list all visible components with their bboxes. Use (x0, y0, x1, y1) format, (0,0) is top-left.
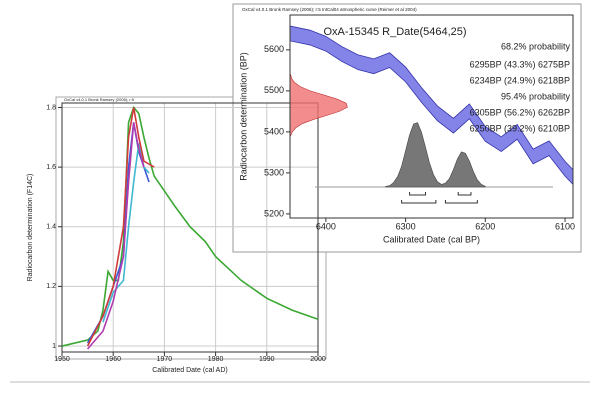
date-distribution (289, 74, 348, 137)
series-line (86, 107, 155, 347)
annotation: 95.4% probability (501, 91, 571, 101)
y-tick-label: 1.4 (46, 224, 56, 231)
series-line (86, 122, 145, 350)
x-tick-label: 6400 (316, 221, 336, 231)
x-tick-label: 6300 (396, 221, 416, 231)
y-tick-label: 5200 (264, 208, 284, 218)
x-axis-label: Calibrated Date (cal AD) (152, 367, 227, 374)
annotation: 6295BP (43.3%) 6275BP (470, 59, 570, 69)
series-line (61, 105, 319, 347)
x-tick-label: 6200 (475, 221, 495, 231)
x-tick-label: 1980 (208, 356, 224, 363)
x-tick-label: 1960 (105, 356, 121, 363)
y-tick-label: 1.6 (46, 164, 56, 171)
y-tick-label: 1.2 (46, 283, 56, 290)
annotation: 6234BP (24.9%) 6218BP (470, 75, 570, 85)
range-bracket (401, 200, 437, 204)
range-bracket (444, 200, 478, 204)
y-tick-label: 1 (52, 343, 56, 350)
y-axis-label: Radiocarbon determination (F14C) (27, 174, 34, 282)
plot-frame (61, 102, 319, 353)
y-tick-label: 5500 (264, 85, 284, 95)
x-axis-label: Calibrated Date (cal BP) (383, 234, 480, 244)
chart-title: OxCal v4.0.1 Bronk Ramsey (2006); r:5 (64, 97, 135, 102)
y-tick-label: 5300 (264, 167, 284, 177)
range-bracket (409, 192, 427, 196)
range-bracket (457, 192, 472, 196)
annotation: 6250BP (39.2%) 6210BP (470, 123, 570, 133)
y-tick-label: 5400 (264, 126, 284, 136)
annotation: 68.2% probability (501, 41, 571, 51)
x-tick-label: 1950 (54, 356, 70, 363)
plot-frame (289, 14, 574, 219)
annotation: 6305BP (56.2%) 6262BP (470, 107, 570, 117)
y-axis-label: Radiocarbon determination (BP) (238, 52, 248, 181)
header: OxCal v4.0.1 Bronk Ramsey (2006); r:5 In… (242, 7, 417, 12)
x-tick-label: 2000 (310, 356, 326, 363)
chart-title: OxA-15345 R_Date(5464,25) (323, 26, 466, 38)
y-tick-label: 5600 (264, 44, 284, 54)
y-tick-label: 1.8 (46, 104, 56, 111)
posterior (385, 122, 486, 188)
x-tick-label: 1990 (259, 356, 275, 363)
x-tick-label: 6100 (555, 221, 575, 231)
x-tick-label: 1970 (157, 356, 173, 363)
